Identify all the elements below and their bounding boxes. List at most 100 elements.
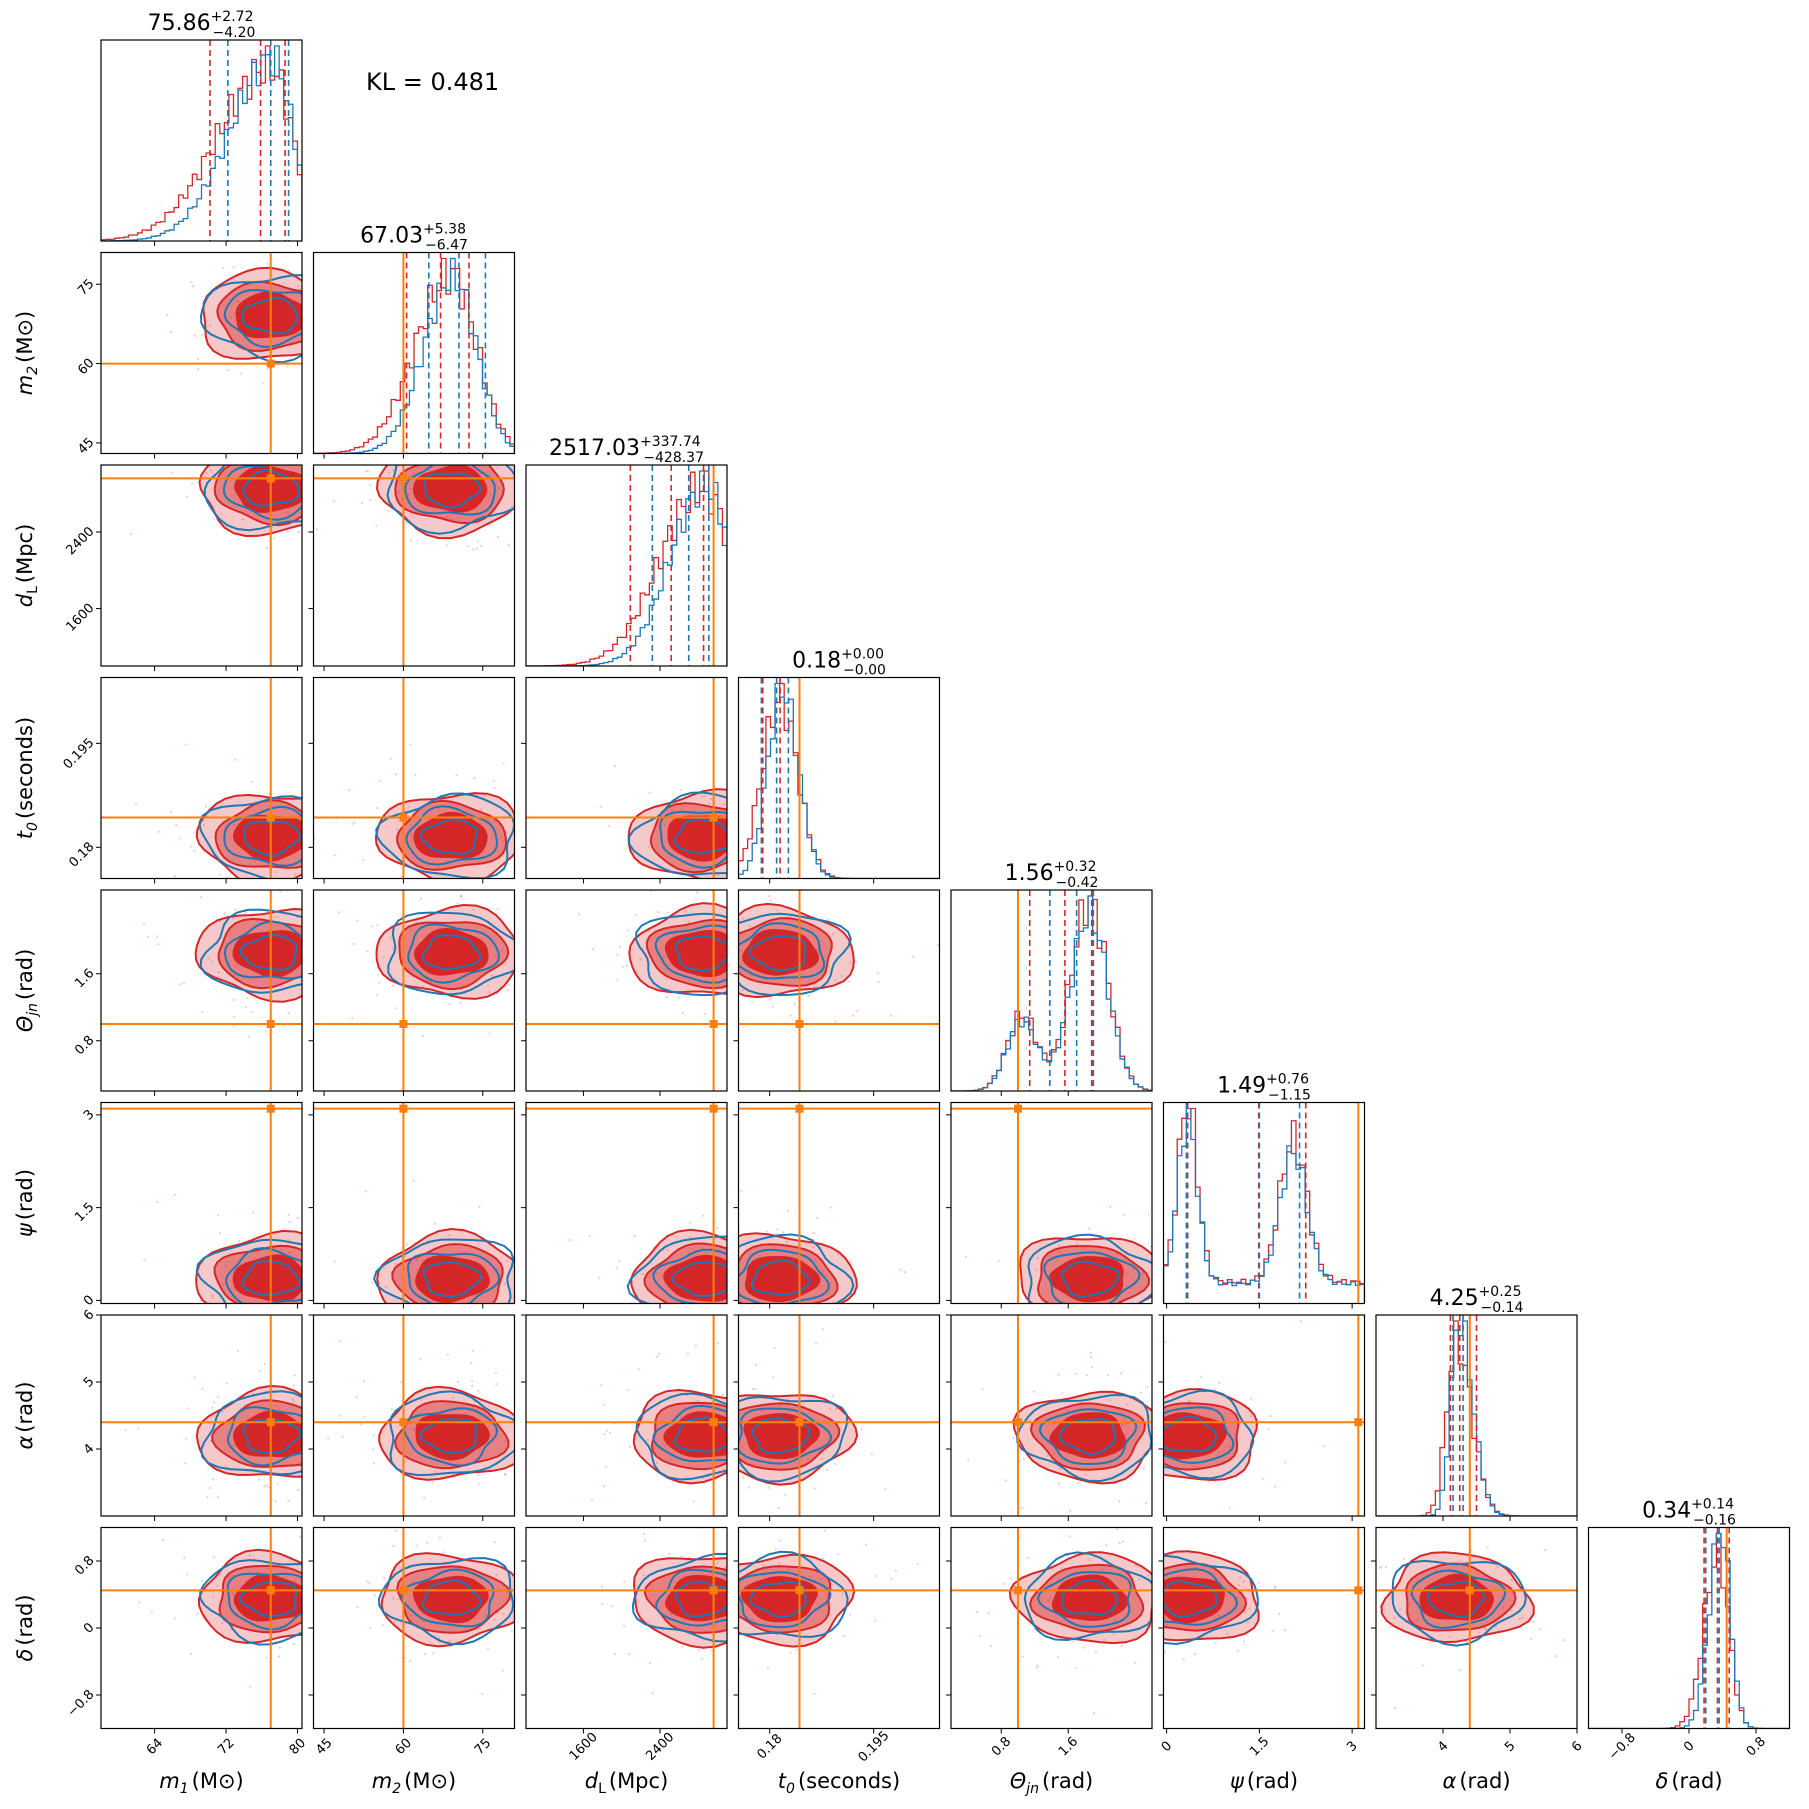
contour-blue-mid (223, 805, 302, 867)
sample-point (344, 929, 346, 931)
sample-point (1100, 1567, 1104, 1570)
panel-6-3 (733, 1314, 941, 1521)
sample-point (355, 1395, 358, 1398)
contour-blue-mid (1163, 1568, 1239, 1626)
sample-point (734, 1361, 736, 1363)
sample-point (733, 1442, 735, 1444)
sample-point (903, 1270, 906, 1274)
sample-point (874, 1574, 877, 1578)
sample-point (1123, 1214, 1126, 1217)
sample-point (211, 1296, 214, 1299)
sample-point (1459, 1560, 1462, 1563)
sample-point (278, 1646, 281, 1649)
sample-point (666, 911, 669, 914)
sample-point (778, 1405, 781, 1408)
hist-red (313, 257, 515, 454)
sample-point (368, 484, 372, 487)
sample-point (246, 443, 248, 445)
sample-point (244, 1006, 248, 1009)
sample-point (459, 461, 461, 463)
sample-point (1465, 1641, 1469, 1644)
sample-point (493, 786, 496, 789)
sample-point (731, 1403, 733, 1405)
sample-point (754, 1387, 757, 1391)
sample-point (834, 979, 837, 982)
sample-point (375, 524, 378, 527)
hist-red (526, 470, 727, 666)
sample-point (716, 1226, 719, 1230)
sample-point (663, 1519, 665, 1521)
sample-point (1158, 1258, 1160, 1260)
sample-point (282, 282, 285, 285)
sample-point (608, 1431, 612, 1434)
sample-point (471, 1384, 474, 1387)
sample-point (394, 1007, 397, 1010)
sample-point (262, 382, 265, 385)
sample-point (367, 800, 369, 802)
sample-point (138, 1601, 141, 1604)
sample-point (543, 1650, 545, 1652)
sample-point (185, 495, 189, 498)
sample-point (633, 1235, 636, 1238)
sample-point (1046, 1454, 1049, 1457)
sample-point (849, 1260, 853, 1263)
sample-point (821, 1457, 824, 1460)
contour-blue-mid (1410, 1569, 1507, 1629)
panel-frame (525, 676, 728, 880)
sample-point (590, 1498, 594, 1501)
contour-blue-outer (738, 1395, 849, 1483)
sample-point (735, 1433, 737, 1435)
truth-marker (266, 813, 275, 822)
x-axis-label-5: ψ (rad) (1230, 1769, 1298, 1793)
sample-point (814, 1342, 817, 1345)
sample-point (275, 1404, 278, 1408)
sample-point (789, 1651, 792, 1654)
sample-point (1484, 1628, 1487, 1631)
sample-point (495, 1382, 498, 1386)
sample-point (231, 1593, 234, 1596)
sample-point (277, 1655, 281, 1658)
sample-point (1099, 1534, 1101, 1536)
sample-point (423, 1496, 426, 1500)
panel-1-1: 67.03+5.38 −6.47 (312, 222, 516, 459)
sample-point (223, 304, 226, 307)
sample-point (736, 1430, 738, 1432)
sample-point (1409, 1613, 1412, 1616)
sample-point (1146, 1385, 1149, 1389)
contour-blue-outer (1027, 1233, 1152, 1304)
sample-point (1012, 1436, 1015, 1440)
contour-blue-mid (402, 1407, 499, 1467)
x-tick-label: 1.6 (1056, 1734, 1081, 1759)
sample-point (400, 497, 403, 500)
sample-point (478, 1205, 481, 1209)
sample-point (246, 1310, 248, 1312)
sample-point (445, 544, 448, 547)
hist-blue (101, 45, 302, 241)
sample-point (1123, 1418, 1126, 1421)
sample-point (507, 543, 510, 547)
sample-point (782, 845, 784, 847)
sample-point (371, 1281, 374, 1284)
sample-point (1158, 1555, 1160, 1557)
contour-blue-outer (198, 795, 302, 879)
sample-point (874, 1619, 877, 1622)
sample-point (736, 974, 738, 976)
sample-point (220, 512, 223, 515)
contour-blue-inner (1061, 1578, 1119, 1616)
sample-point (899, 1268, 902, 1271)
sample-point (298, 1535, 302, 1538)
contour-blue-outer (199, 274, 302, 364)
sample-point (399, 1381, 402, 1384)
sample-point (410, 832, 413, 835)
sample-point (734, 1500, 736, 1502)
sample-point (460, 895, 463, 898)
sample-point (394, 1373, 396, 1375)
contour-blue-mid (652, 1248, 727, 1304)
sample-point (423, 1652, 427, 1656)
sample-point (1118, 1500, 1121, 1503)
sample-point (196, 1612, 199, 1615)
contour-blue-inner (423, 472, 482, 509)
sample-point (809, 1575, 813, 1579)
panel-5-4 (946, 1101, 1160, 1309)
sample-point (578, 869, 580, 871)
